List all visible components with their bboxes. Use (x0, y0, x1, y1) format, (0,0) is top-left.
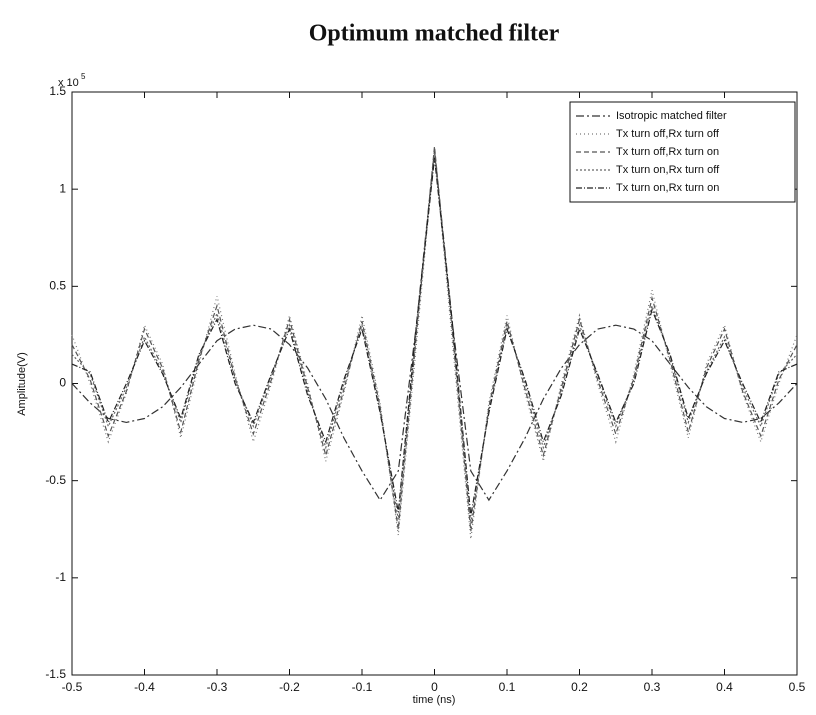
y-tick-label: -0.5 (45, 473, 66, 487)
y-tick-label: -1 (55, 570, 66, 584)
y-tick-label: 1.5 (49, 84, 66, 98)
y-tick-label: 1 (59, 181, 66, 195)
x-tick-label: 0.4 (716, 680, 733, 694)
legend-box (569, 101, 796, 203)
series-line (71, 150, 798, 540)
y-tick-label: 0.5 (49, 279, 66, 293)
y-tick-label: 0 (59, 376, 66, 390)
x-tick-label: -0.4 (134, 680, 155, 694)
x-tick-label: -0.3 (207, 680, 228, 694)
series-line (71, 146, 798, 532)
x-tick-label: -0.5 (62, 680, 83, 694)
x-tick-label: 0.5 (789, 680, 806, 694)
x-tick-label: 0 (431, 680, 438, 694)
series-line (71, 150, 798, 502)
series-line (71, 158, 798, 516)
x-tick-label: -0.1 (352, 680, 373, 694)
y-scale-exponent: 5 (81, 72, 86, 81)
y-axis-label: Amplitude(V) (16, 352, 28, 416)
chart-title: Optimum matched filter (309, 21, 560, 47)
x-tick-label: 0.1 (499, 680, 516, 694)
x-axis-label: time (ns) (413, 694, 456, 706)
series-line (71, 154, 798, 524)
legend-text: Tx turn on,Rx turn off (616, 164, 720, 176)
legend-text: Tx turn off,Rx turn on (616, 146, 719, 158)
x-tick-label: -0.2 (279, 680, 300, 694)
legend-text: Tx turn off,Rx turn off (616, 128, 720, 140)
legend-text: Tx turn on,Rx turn on (616, 182, 719, 194)
legend-text: Isotropic matched filter (616, 110, 727, 122)
x-tick-label: 0.2 (571, 680, 588, 694)
y-tick-label: -1.5 (45, 667, 66, 681)
y-scale-label: x 10 (58, 77, 79, 89)
x-tick-label: 0.3 (644, 680, 661, 694)
